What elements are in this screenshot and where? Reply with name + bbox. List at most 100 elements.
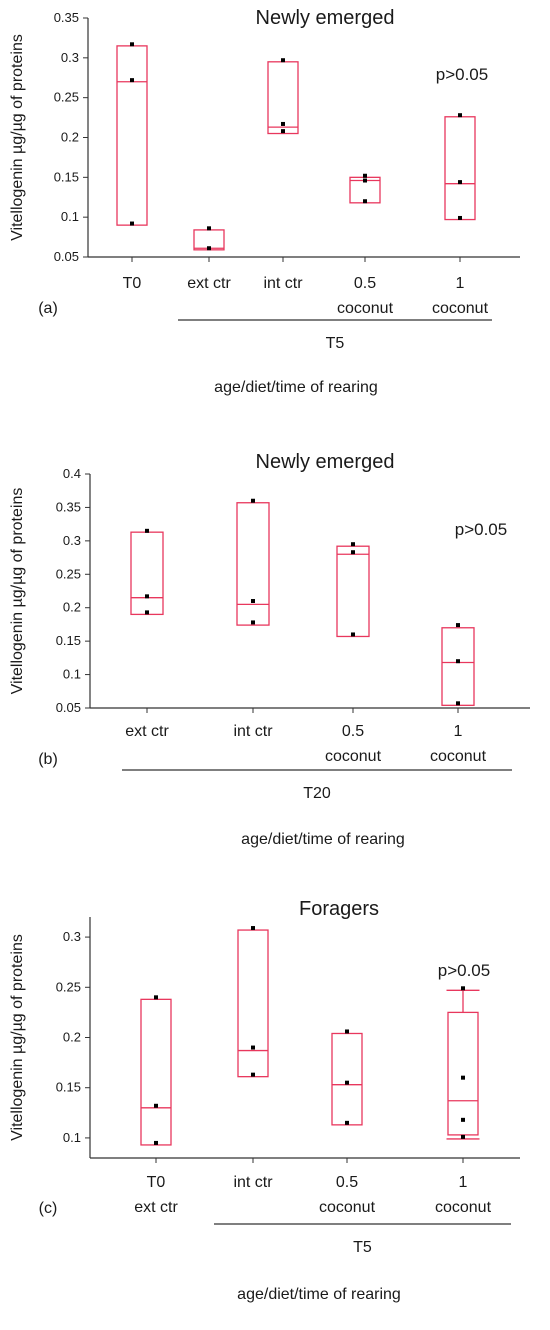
- y-tick-label: 0.2: [63, 600, 81, 615]
- y-tick-label: 0.1: [63, 1130, 81, 1145]
- y-axis-label: Vitellogenin µg/µg of proteins: [9, 488, 26, 695]
- data-point: [207, 246, 211, 251]
- data-point: [130, 42, 134, 47]
- x-axis-label: age/diet/time of rearing: [241, 831, 405, 848]
- category-label: int ctr: [263, 275, 303, 292]
- category-label-line2: coconut: [435, 1199, 492, 1216]
- panel-label: (c): [39, 1200, 58, 1217]
- data-point: [130, 78, 134, 83]
- category-label: T0: [147, 1174, 166, 1191]
- y-tick-label: 0.2: [61, 130, 79, 145]
- category-label: 0.5: [342, 723, 364, 740]
- chart-c-svg: 0.1 0.15 0.2 0.25 0.3 T0 ext ctr int ctr 0.5 coco…: [9, 898, 520, 1303]
- box: [331, 1032, 363, 1126]
- data-point: [456, 659, 460, 664]
- data-point: [154, 1103, 158, 1108]
- y-tick-label: 0.05: [56, 700, 81, 715]
- panel-label: (b): [38, 751, 58, 768]
- data-point: [251, 620, 255, 625]
- box: [130, 531, 164, 616]
- chart-title: Newly emerged: [256, 7, 395, 29]
- y-tick-label: 0.3: [61, 50, 79, 65]
- y-axis-label: Vitellogenin µg/µg of proteins: [9, 34, 26, 241]
- data-point: [461, 1134, 465, 1139]
- y-tick-label: 0.15: [56, 633, 81, 648]
- chart-title: Newly emerged: [256, 451, 395, 473]
- y-tick-label: 0.15: [56, 1080, 81, 1095]
- y-tick-label: 0.35: [54, 10, 79, 25]
- y-tick-label: 0.2: [63, 1030, 81, 1045]
- chart-panel-b: 0.05 0.1 0.15 0.2 0.25 0.3 0.35 0.4 ext ctr int c…: [0, 430, 550, 870]
- data-point: [458, 113, 462, 118]
- group-label: T5: [326, 335, 345, 352]
- y-tick-label: 0.25: [56, 979, 81, 994]
- y-tick-label: 0.4: [63, 466, 81, 481]
- panel-label: (a): [38, 300, 58, 317]
- data-point: [145, 528, 149, 533]
- data-point: [461, 1075, 465, 1080]
- category-label: T0: [123, 275, 142, 292]
- box: [336, 545, 370, 638]
- x-axis-label: age/diet/time of rearing: [214, 379, 378, 396]
- data-point: [251, 498, 255, 503]
- data-point: [345, 1029, 349, 1034]
- y-tick-label: 0.25: [56, 566, 81, 581]
- category-label-line2: coconut: [430, 748, 487, 765]
- chart-panel-c: 0.1 0.15 0.2 0.25 0.3 T0 ext ctr int ctr 0.5 coco…: [0, 875, 550, 1325]
- category-label: 1: [454, 723, 463, 740]
- category-label-line2: coconut: [337, 300, 394, 317]
- y-tick-label: 0.35: [56, 499, 81, 514]
- data-point: [251, 599, 255, 604]
- x-axis-label: age/diet/time of rearing: [237, 1286, 401, 1303]
- data-point: [281, 58, 285, 63]
- y-tick-label: 0.25: [54, 90, 79, 105]
- data-point: [154, 1140, 158, 1145]
- data-point: [458, 215, 462, 220]
- category-label: ext ctr: [187, 275, 231, 292]
- category-label-line2: ext ctr: [134, 1199, 178, 1216]
- box: [447, 1011, 479, 1136]
- p-value-annotation: p>0.05: [438, 961, 490, 980]
- data-point: [456, 701, 460, 706]
- y-tick-label: 0.1: [63, 667, 81, 682]
- data-point: [251, 926, 255, 931]
- box: [237, 929, 269, 1078]
- data-point: [345, 1080, 349, 1085]
- data-point: [461, 986, 465, 991]
- box: [116, 45, 148, 226]
- chart-title: Foragers: [299, 898, 379, 920]
- data-point: [345, 1120, 349, 1125]
- box: [444, 116, 476, 221]
- p-value-annotation: p>0.05: [436, 65, 488, 84]
- category-label-line2: coconut: [319, 1199, 376, 1216]
- group-label: T5: [353, 1239, 372, 1256]
- category-label-line2: coconut: [432, 300, 489, 317]
- category-label: ext ctr: [125, 723, 169, 740]
- data-point: [458, 180, 462, 185]
- data-point: [130, 221, 134, 226]
- box: [236, 502, 270, 626]
- data-point: [207, 226, 211, 231]
- category-label: int ctr: [233, 1174, 273, 1191]
- data-point: [461, 1117, 465, 1122]
- category-label: 1: [456, 275, 465, 292]
- data-point: [251, 1072, 255, 1077]
- category-label: 0.5: [336, 1174, 358, 1191]
- y-tick-label: 0.05: [54, 249, 79, 264]
- chart-a-svg: 0.05 0.1 0.15 0.2 0.25 0.3 0.35 T0 ext ctr int ct…: [9, 7, 520, 396]
- p-value-annotation: p>0.05: [455, 520, 507, 539]
- data-point: [456, 623, 460, 628]
- data-point: [363, 178, 367, 183]
- data-point: [251, 1045, 255, 1050]
- category-label: 1: [459, 1174, 468, 1191]
- data-point: [281, 129, 285, 134]
- group-label: T20: [303, 785, 331, 802]
- category-label: int ctr: [233, 723, 273, 740]
- category-label-line2: coconut: [325, 748, 382, 765]
- y-tick-label: 0.15: [54, 169, 79, 184]
- y-tick-label: 0.1: [61, 209, 79, 224]
- box: [441, 627, 475, 706]
- category-label: 0.5: [354, 275, 376, 292]
- box: [140, 998, 172, 1146]
- data-point: [363, 199, 367, 204]
